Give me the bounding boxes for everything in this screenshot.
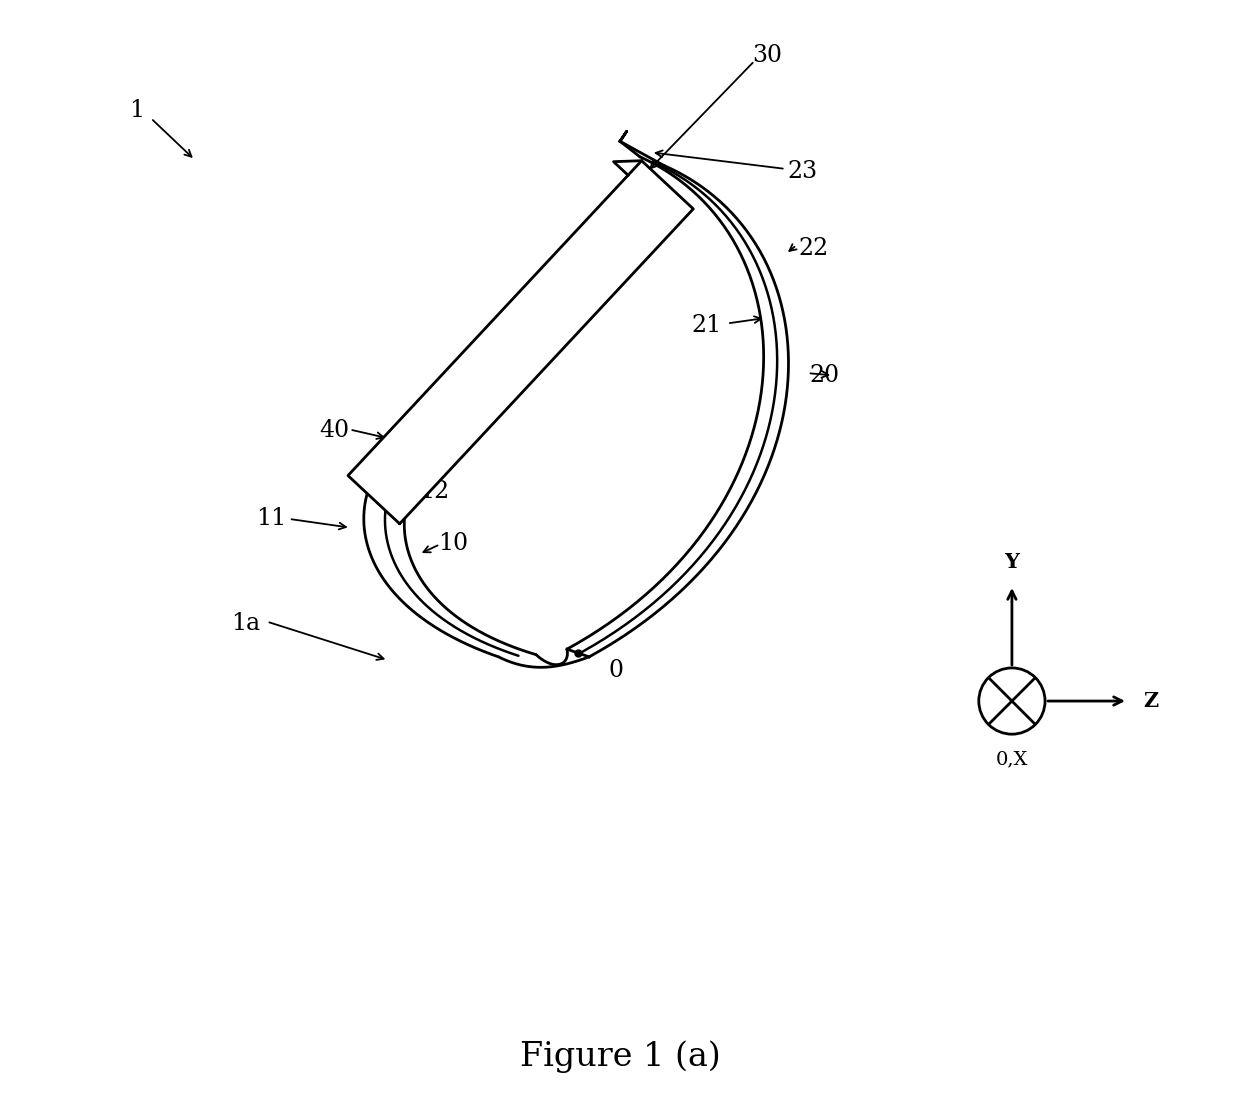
Text: 21: 21 (692, 315, 722, 337)
Text: 1a: 1a (232, 613, 260, 635)
Polygon shape (348, 161, 693, 523)
Text: 22: 22 (799, 237, 830, 259)
Text: 10: 10 (438, 532, 467, 554)
Text: 20: 20 (810, 364, 839, 386)
Text: Z: Z (1143, 691, 1158, 711)
Text: 1: 1 (129, 99, 144, 121)
Text: 0,X: 0,X (996, 751, 1028, 768)
Text: 40: 40 (320, 420, 350, 442)
Circle shape (978, 668, 1045, 734)
Text: 0: 0 (609, 659, 624, 681)
Text: 11: 11 (255, 508, 286, 530)
Text: 23: 23 (787, 160, 818, 182)
Text: Y: Y (1004, 552, 1019, 572)
Text: 13: 13 (430, 408, 460, 431)
Text: Figure 1 (a): Figure 1 (a) (520, 1040, 720, 1073)
Text: 30: 30 (753, 44, 782, 66)
Text: 12: 12 (419, 480, 449, 502)
